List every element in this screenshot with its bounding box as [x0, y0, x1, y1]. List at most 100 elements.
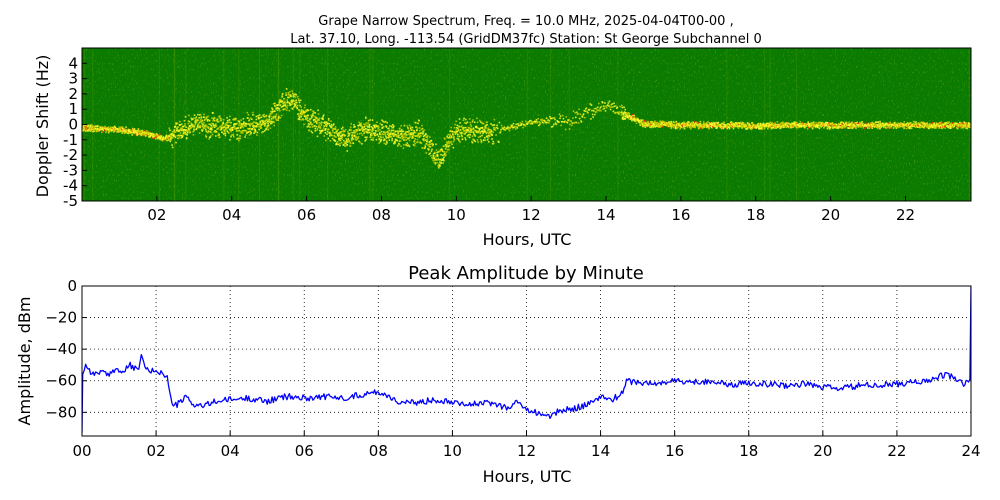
spectrogram-signal-point — [715, 121, 717, 124]
spectrogram-signal-point — [670, 124, 673, 127]
spectrogram-signal-point — [599, 106, 602, 109]
spectrogram-signal-point — [839, 123, 842, 125]
spectrogram-signal-point — [781, 126, 783, 128]
spectrogram-signal-point — [909, 125, 912, 128]
spectrogram-signal-point — [429, 143, 432, 146]
spectrogram-signal-point — [206, 125, 208, 128]
spectrogram-signal-point — [405, 143, 408, 146]
spectrogram-signal-point — [116, 131, 118, 133]
spectrogram-signal-point — [428, 145, 431, 148]
spectrogram-signal-point — [482, 132, 484, 135]
spectrogram-signal-point — [596, 106, 599, 109]
spectrogram-signal-point — [938, 125, 940, 127]
spectrogram-signal-point — [192, 130, 195, 133]
spectrogram-signal-point — [199, 125, 201, 127]
spectrogram-signal-point — [610, 104, 612, 106]
spectrogram-signal-point — [424, 144, 427, 147]
spectrogram-signal-point — [715, 124, 717, 126]
spectrogram-signal-point — [314, 112, 317, 114]
spectrogram-signal-point — [484, 136, 486, 139]
spectrogram-signal-point — [734, 125, 737, 128]
spectrogram-signal-point — [719, 123, 722, 126]
spectrogram-signal-point — [257, 117, 260, 120]
spectrogram-signal-point — [568, 128, 571, 130]
spectrogram-signal-point — [691, 122, 693, 125]
spectrogram-signal-point — [824, 123, 827, 125]
spectrogram-signal-point — [749, 123, 751, 126]
spectrogram-signal-point — [570, 120, 573, 123]
spectrogram-signal-point — [207, 127, 210, 129]
spectrogram-signal-point — [247, 113, 250, 116]
spectrogram-signal-point — [204, 124, 207, 126]
spectrogram-signal-point — [196, 119, 199, 121]
spectrogram-signal-point — [230, 130, 232, 133]
spectrogram-signal-point — [189, 130, 191, 133]
spectrogram-signal-point — [281, 94, 283, 97]
spectrogram-signal-point — [101, 128, 104, 131]
spectrogram-signal-point — [101, 131, 103, 134]
spectrogram-signal-point — [621, 110, 623, 113]
spectrogram-signal-point — [690, 128, 692, 130]
spectrogram-signal-point — [249, 117, 252, 120]
spectrogram-signal-point — [590, 118, 592, 120]
spectrogram-signal-point — [234, 125, 236, 128]
spectrogram-signal-point — [714, 122, 717, 125]
spectrogram-signal-point — [693, 126, 696, 128]
spectrogram-signal-point — [309, 122, 312, 125]
spectrogram-signal-point — [377, 128, 379, 130]
spectrogram-signal-point — [185, 126, 187, 129]
spectrogram-signal-point — [427, 148, 430, 151]
spectrogram-signal-point — [323, 121, 326, 123]
spectrogram-signal-point — [633, 114, 635, 117]
spectrogram-signal-point — [480, 121, 482, 123]
spectrogram-signal-point — [250, 132, 253, 135]
spectrogram-signal-point — [481, 130, 483, 133]
spectrogram-signal-point — [916, 126, 919, 128]
spectrogram-signal-point — [409, 126, 412, 128]
spectrogram-signal-point — [242, 117, 245, 120]
spectrogram-signal-point — [448, 142, 451, 145]
spectrogram-signal-point — [577, 112, 579, 115]
spectrogram-signal-point — [229, 138, 231, 141]
spectrogram-signal-point — [789, 123, 792, 125]
spectrogram-signal-point — [446, 144, 449, 146]
spectrogram-signal-point — [258, 117, 261, 119]
spectrogram-signal-point — [651, 121, 654, 124]
spectrogram-signal-point — [490, 130, 493, 132]
spectrogram-signal-point — [746, 128, 748, 130]
spectrogram-signal-point — [203, 116, 205, 118]
spectrogram-signal-point — [152, 135, 154, 137]
spectrogram-signal-point — [620, 114, 623, 116]
spectrogram-signal-point — [581, 115, 583, 117]
spectrogram-signal-point — [353, 134, 356, 137]
spectrogram-signal-point — [637, 117, 639, 120]
spectrogram-signal-point — [238, 124, 240, 127]
spectrogram-signal-point — [333, 139, 336, 141]
spectrogram-signal-point — [249, 127, 251, 130]
spectrogram-signal-point — [950, 127, 952, 129]
spectrogram-signal-point — [331, 137, 334, 140]
spectrogram-signal-point — [133, 131, 136, 133]
spectrogram-signal-point — [750, 126, 753, 129]
spectrogram-signal-point — [299, 114, 302, 117]
spectrogram-signal-point — [407, 128, 410, 130]
spectrogram-signal-point — [622, 117, 624, 119]
spectrogram-signal-point — [220, 128, 223, 131]
spectrogram-signal-point — [759, 125, 761, 128]
spectrogram-signal-point — [306, 118, 308, 121]
spectrogram-signal-point — [657, 124, 660, 126]
spectrogram-signal-point — [550, 126, 553, 128]
spectrogram-signal-point — [780, 125, 783, 127]
spectrogram-signal-point — [110, 126, 112, 129]
spectrogram-signal-point — [271, 107, 273, 110]
spectrogram-signal-point — [933, 122, 936, 124]
spectrogram-signal-point — [268, 116, 271, 118]
spectrogram-signal-point — [458, 118, 461, 120]
spectrogram-signal-point — [250, 128, 253, 130]
spectrogram-signal-point — [293, 94, 295, 96]
spectrogram-signal-point — [89, 128, 91, 131]
spectrogram-signal-point — [407, 144, 410, 146]
spectrogram-signal-point — [649, 124, 652, 127]
spectrogram-signal-point — [169, 135, 171, 138]
spectrogram-signal-point — [799, 121, 802, 123]
